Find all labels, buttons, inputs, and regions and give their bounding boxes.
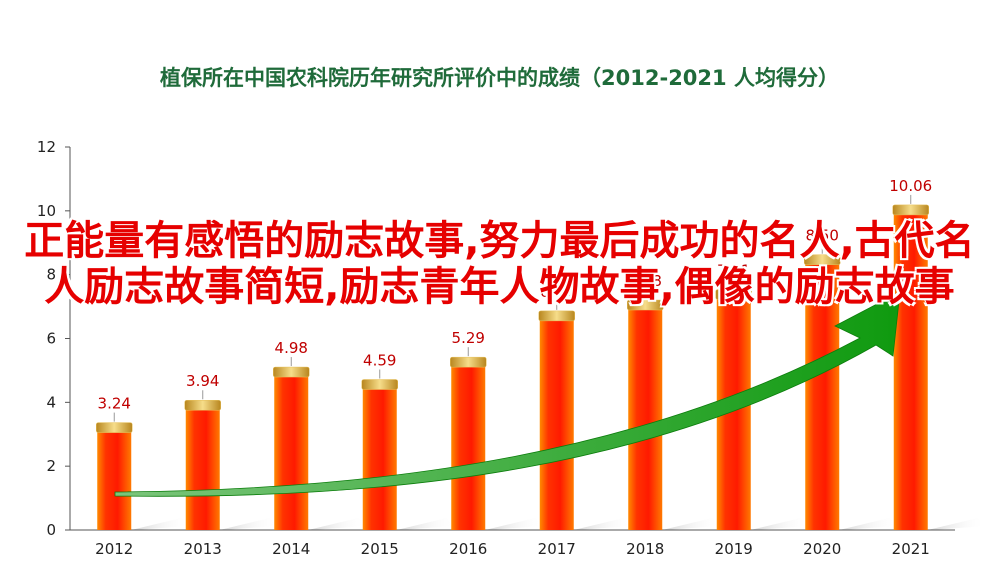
x-tick-label: 2012: [95, 540, 133, 558]
bar-cap-2016: [450, 356, 487, 368]
data-label-2021: 10.06: [889, 177, 932, 195]
x-tick-label: 2013: [184, 540, 222, 558]
y-tick-label: 4: [46, 393, 56, 411]
bar-cap-2019: [715, 289, 752, 300]
x-tick-label: 2021: [892, 540, 930, 558]
x-tick-label: 2014: [272, 540, 310, 558]
data-label-2016: 5.29: [452, 329, 485, 347]
bar-2016: [451, 365, 486, 530]
bar-2018: [628, 308, 663, 530]
data-label-2020: 8.50: [806, 227, 839, 245]
bar-shadow: [662, 518, 721, 530]
y-tick-label: 10: [37, 202, 56, 220]
data-label-2012: 3.24: [98, 395, 131, 413]
bar-2021: [893, 212, 928, 530]
bar-cap-2014: [273, 366, 310, 378]
bar-shadow: [308, 518, 367, 530]
x-tick-label: 2015: [361, 540, 399, 558]
bar-cap-2013: [184, 399, 221, 411]
y-tick-label: 0: [46, 521, 56, 539]
bar-shadow: [750, 518, 809, 530]
bar-shadow: [219, 518, 278, 530]
x-tick-label: 2018: [626, 540, 664, 558]
bar-shadow: [485, 518, 544, 530]
trend-arrow: [114, 291, 901, 497]
bar-shadow: [131, 518, 190, 530]
bar-cap-2020: [804, 254, 841, 265]
data-label-2017: 6.74: [540, 283, 573, 301]
x-tick-label: 2019: [715, 540, 753, 558]
bar-shadow: [396, 518, 455, 530]
data-label-2014: 4.98: [275, 339, 308, 357]
data-label-2019: 7.41: [717, 261, 750, 279]
bar-2020: [805, 262, 840, 530]
bar-2014: [274, 375, 309, 530]
y-tick-label: 12: [37, 138, 56, 156]
data-label-2018: 7.08: [629, 272, 662, 290]
bar-shadow: [927, 518, 986, 530]
bar-shadow: [573, 518, 632, 530]
bar-cap-2015: [361, 379, 398, 390]
overlay-caption: 正能量有感悟的励志故事,努力最后成功的名人,古代名人励志故事简短,励志青年人物故…: [24, 218, 975, 310]
bar-cap-2012: [96, 422, 133, 433]
x-tick-label: 2016: [449, 540, 487, 558]
bar-shadow: [839, 518, 898, 530]
bar-2015: [362, 387, 397, 530]
bar-2013: [185, 408, 220, 530]
y-tick-label: 6: [46, 330, 56, 348]
x-tick-label: 2020: [803, 540, 841, 558]
y-tick-label: 2: [46, 457, 56, 475]
bar-cap-2021: [892, 204, 929, 216]
bar-cap-2017: [538, 310, 575, 322]
bar-2012: [97, 430, 132, 530]
bar-2017: [539, 318, 574, 530]
chart-title: 植保所在中国农科院历年研究所评价中的成绩（2012-2021 人均得分）: [160, 66, 839, 90]
bar-cap-2018: [627, 299, 664, 311]
data-label-2013: 3.94: [186, 372, 219, 390]
x-tick-label: 2017: [538, 540, 576, 558]
data-label-2015: 4.59: [363, 352, 396, 370]
y-tick-label: 8: [46, 266, 56, 284]
